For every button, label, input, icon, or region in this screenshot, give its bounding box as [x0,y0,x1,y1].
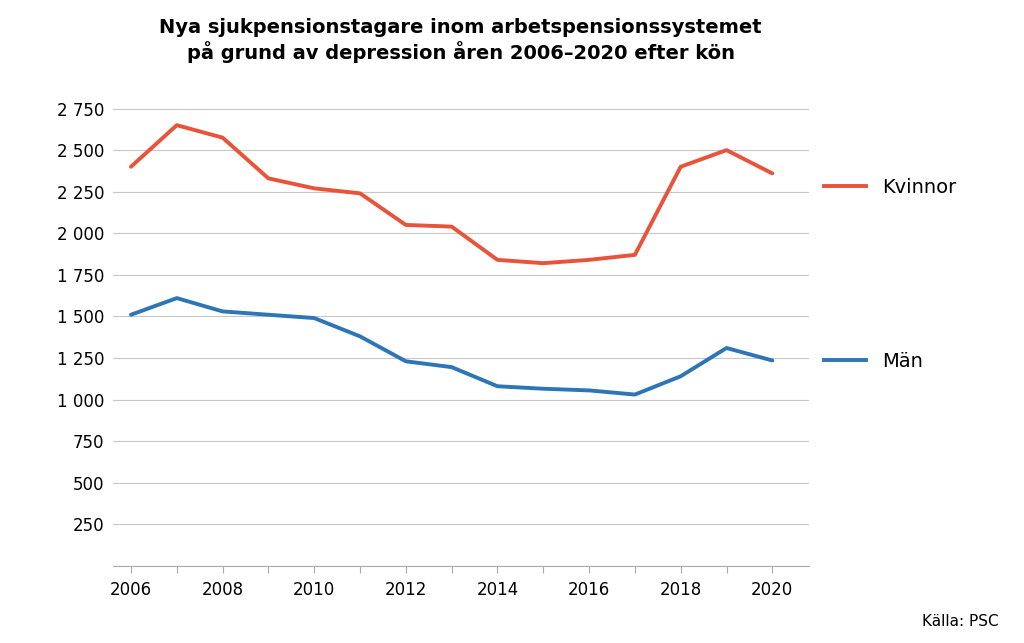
Title: Nya sjukpensionstagare inom arbetspensionssystemet
på grund av depression åren 2: Nya sjukpensionstagare inom arbetspensio… [160,18,762,62]
Legend: Män: Män [816,344,931,379]
Text: Källa: PSC: Källa: PSC [922,614,998,629]
